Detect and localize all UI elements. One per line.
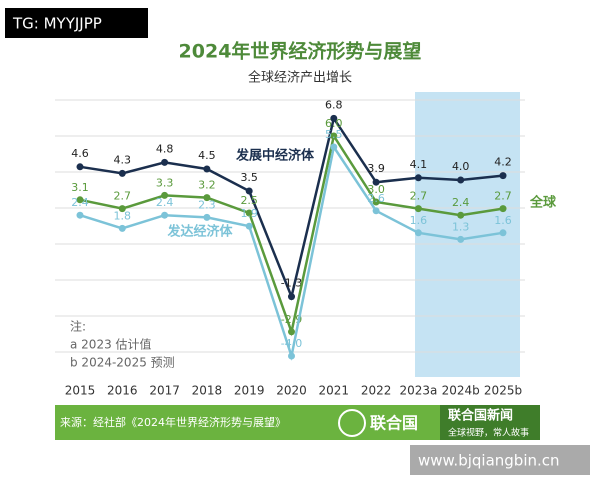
point <box>288 352 295 360</box>
data-label: 4.1 <box>410 158 428 171</box>
chart-title: 2024年世界经济形势与展望 <box>179 40 422 63</box>
data-label: 3.0 <box>367 183 385 196</box>
data-label: 2.7 <box>410 190 428 203</box>
x-tick-label: 2022 <box>361 384 392 398</box>
data-label: 2.3 <box>198 198 216 211</box>
point <box>330 114 338 122</box>
point <box>414 205 422 213</box>
data-label: 6.0 <box>325 117 343 130</box>
x-tick-label: 2025b <box>484 384 522 398</box>
data-label: -2.9 <box>281 313 302 326</box>
data-label: 1.9 <box>240 207 258 220</box>
data-label: 2.4 <box>71 196 89 209</box>
data-label: 3.5 <box>240 171 258 184</box>
footer-slogan: 全球视野，常人故事 <box>448 427 529 439</box>
series-label: 发达经济体 <box>166 224 233 240</box>
data-label: 4.0 <box>452 160 470 173</box>
x-tick-label: 2017 <box>149 384 180 398</box>
data-label: 4.3 <box>114 153 132 166</box>
data-label: 4.2 <box>494 156 512 169</box>
point <box>372 198 380 206</box>
data-label: 2.4 <box>156 196 174 209</box>
point <box>203 165 211 173</box>
data-label: 3.1 <box>71 181 89 194</box>
point <box>457 235 465 243</box>
point <box>203 194 211 202</box>
data-label: -1.3 <box>281 277 302 290</box>
point <box>414 229 422 237</box>
watermark-box <box>5 8 148 38</box>
point <box>457 211 465 219</box>
point <box>245 187 253 195</box>
point <box>76 163 84 171</box>
point <box>76 211 84 219</box>
note: a 2023 估计值 <box>70 337 152 352</box>
data-label: 6.8 <box>325 98 343 111</box>
point <box>499 172 507 180</box>
data-label: 2.5 <box>240 194 258 207</box>
data-label: 3.3 <box>156 176 174 189</box>
x-tick-label: 2024b <box>442 384 480 398</box>
point <box>245 209 253 217</box>
data-label: 1.8 <box>114 209 132 222</box>
series-label: 发展中经济体 <box>235 148 315 164</box>
data-label: 2.4 <box>452 196 470 209</box>
point <box>245 222 253 230</box>
x-tick-label: 2019 <box>234 384 265 398</box>
data-label: 1.3 <box>452 220 470 233</box>
point <box>161 211 169 219</box>
data-label: 3.9 <box>367 162 385 175</box>
data-label: 1.6 <box>494 214 512 227</box>
x-tick-label: 2016 <box>107 384 138 398</box>
point <box>499 205 507 213</box>
x-tick-label: 2015 <box>65 384 96 398</box>
point <box>118 224 126 232</box>
data-label: 4.6 <box>71 147 89 160</box>
chart-subtitle: 全球经济产出增长 <box>248 70 352 86</box>
watermark-box <box>410 445 590 475</box>
data-label: 5.5 <box>325 128 343 141</box>
data-label: 4.5 <box>198 149 216 162</box>
data-label: -4.0 <box>281 337 302 350</box>
point <box>330 132 338 140</box>
point <box>161 158 169 166</box>
point <box>414 174 422 182</box>
data-label: 4.8 <box>156 142 174 155</box>
footer-news: 联合国新闻 <box>448 408 513 424</box>
point <box>203 213 211 221</box>
x-tick-label: 2023a <box>399 384 437 398</box>
x-tick-label: 2020 <box>276 384 307 398</box>
x-tick-label: 2018 <box>192 384 223 398</box>
x-tick-label: 2021 <box>319 384 350 398</box>
data-label: 2.7 <box>114 190 132 203</box>
un-logo <box>338 409 366 437</box>
news-box <box>440 405 540 440</box>
data-label: 1.6 <box>410 214 428 227</box>
point <box>161 191 169 199</box>
note: b 2024-2025 预测 <box>70 356 175 370</box>
data-label: 2.7 <box>494 190 512 203</box>
point <box>76 196 84 204</box>
point <box>118 169 126 177</box>
watermark: www.bjqiangbin.cn <box>418 452 560 470</box>
footer-org: 联合国 <box>370 414 418 433</box>
point <box>372 178 380 186</box>
data-label: 2.6 <box>367 192 385 205</box>
data-label: 3.2 <box>198 179 216 192</box>
point <box>288 293 295 301</box>
footer-source: 来源：经社部《2024年世界经济形势与展望》 <box>60 415 286 429</box>
point <box>457 176 465 184</box>
series-label: 全球 <box>529 195 557 211</box>
point <box>118 205 126 213</box>
point <box>499 229 507 237</box>
point <box>372 207 380 215</box>
point <box>288 328 295 336</box>
note: 注: <box>70 319 86 334</box>
point <box>330 143 338 151</box>
watermark: TG: MYYJJPP <box>12 15 102 33</box>
